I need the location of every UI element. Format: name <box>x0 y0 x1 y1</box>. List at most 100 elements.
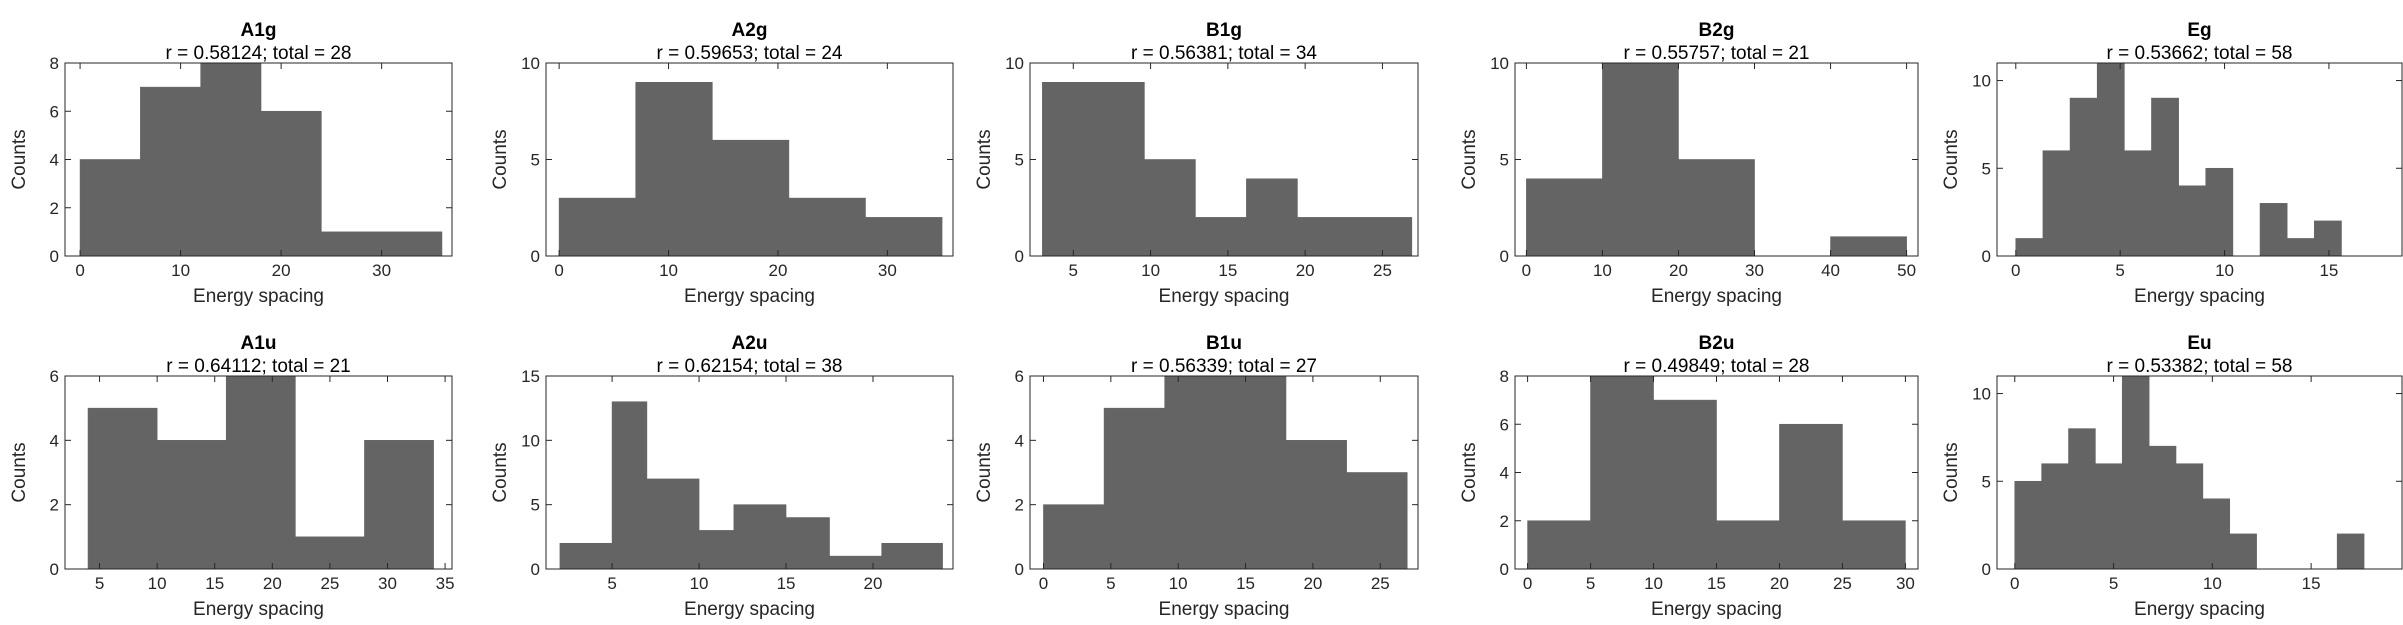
x-tick-label: 0 <box>1039 574 1048 593</box>
x-tick-label: 15 <box>2302 574 2321 593</box>
histogram-bar <box>1526 178 1603 257</box>
chart-title: A1u <box>241 333 277 354</box>
y-tick-label: 6 <box>1015 367 1024 386</box>
histogram-bar <box>2205 167 2234 257</box>
x-tick-label: 40 <box>1821 261 1840 280</box>
histogram-bar <box>2148 445 2177 570</box>
y-axis-label: Counts <box>9 129 30 189</box>
x-tick-label: 0 <box>75 261 84 280</box>
histogram-bar <box>2151 97 2179 257</box>
histogram-bar <box>1297 217 1413 257</box>
x-tick-label: 0 <box>2011 261 2020 280</box>
histogram-bar <box>1164 375 1226 570</box>
x-tick-label: 25 <box>1833 574 1852 593</box>
x-tick-label: 15 <box>1236 574 1255 593</box>
histogram-bar <box>1842 520 1906 570</box>
histogram-bar <box>1043 504 1105 570</box>
y-tick-label: 8 <box>1500 367 1509 386</box>
histogram-bar <box>79 159 141 257</box>
histogram-bar <box>1103 407 1166 570</box>
y-tick-label: 10 <box>521 431 540 450</box>
x-tick-label: 25 <box>1371 574 1390 593</box>
y-tick-label: 0 <box>1982 560 1991 579</box>
histogram-bar <box>1830 236 1907 257</box>
y-tick-label: 0 <box>1982 247 1991 266</box>
histogram-bar <box>2041 463 2069 570</box>
x-tick-label: 25 <box>1373 261 1392 280</box>
x-tick-label: 15 <box>205 574 224 593</box>
x-tick-label: 30 <box>372 261 391 280</box>
y-axis-label: Counts <box>1459 442 1480 502</box>
x-axis-label: Energy spacing <box>1651 286 1782 307</box>
y-tick-label: 2 <box>50 496 59 515</box>
chart-subtitle: r = 0.58124; total = 28 <box>166 43 352 64</box>
x-tick-label: 0 <box>2010 574 2019 593</box>
x-tick-label: 5 <box>2115 261 2124 280</box>
histogram-bar <box>1653 399 1717 570</box>
y-tick-label: 10 <box>521 54 540 73</box>
histogram-bar <box>156 440 227 570</box>
x-tick-label: 0 <box>1523 574 1532 593</box>
x-axis-label: Energy spacing <box>684 599 815 620</box>
histogram-bar <box>712 139 790 257</box>
histogram-bar <box>829 555 882 570</box>
histogram-bar <box>611 401 648 570</box>
histogram-bar <box>559 542 613 570</box>
x-tick-label: 20 <box>1303 574 1322 593</box>
chart-title: Eg <box>2187 20 2211 41</box>
histogram-bar <box>558 197 637 257</box>
histogram-bar <box>1144 159 1196 257</box>
x-tick-label: 5 <box>2109 574 2118 593</box>
y-tick-label: 5 <box>531 496 540 515</box>
y-tick-label: 0 <box>50 560 59 579</box>
y-axis-label: Counts <box>974 442 995 502</box>
x-tick-label: 30 <box>1745 261 1764 280</box>
histogram-bar <box>2314 220 2342 257</box>
histogram-bar <box>2175 463 2204 570</box>
axes-box <box>1029 375 1419 570</box>
y-tick-label: 2 <box>50 199 59 218</box>
histogram-bar <box>2336 533 2365 570</box>
chart-title: A2u <box>732 333 768 354</box>
x-tick-label: 15 <box>1218 261 1237 280</box>
histogram-bar <box>698 530 735 570</box>
x-tick-label: 15 <box>2319 261 2338 280</box>
y-tick-label: 5 <box>1982 472 1991 491</box>
histogram-bar <box>1246 178 1298 257</box>
x-tick-label: 10 <box>1141 261 1160 280</box>
x-tick-label: 10 <box>690 574 709 593</box>
y-tick-label: 4 <box>1500 464 1509 483</box>
axes-box <box>1996 62 2403 257</box>
histogram-bar <box>1346 472 1408 570</box>
histogram-bar <box>1042 82 1145 257</box>
histogram-bar <box>225 375 296 570</box>
chart-title: Eu <box>2187 333 2211 354</box>
histogram-bar <box>733 504 787 570</box>
y-tick-label: 0 <box>1500 247 1509 266</box>
x-tick-label: 5 <box>1106 574 1115 593</box>
y-tick-label: 8 <box>50 54 59 73</box>
y-tick-label: 0 <box>531 247 540 266</box>
x-tick-label: 10 <box>148 574 167 593</box>
x-tick-label: 5 <box>95 574 104 593</box>
chart-title: A1g <box>241 20 277 41</box>
x-tick-label: 50 <box>1897 261 1916 280</box>
x-axis-label: Energy spacing <box>193 599 324 620</box>
x-tick-label: 5 <box>607 574 616 593</box>
y-tick-label: 2 <box>1015 496 1024 515</box>
x-tick-label: 20 <box>1296 261 1315 280</box>
y-tick-label: 0 <box>1500 560 1509 579</box>
y-tick-label: 0 <box>1015 560 1024 579</box>
chart-title: B1g <box>1206 20 1242 41</box>
x-tick-label: 30 <box>878 261 897 280</box>
histogram-bar <box>2121 375 2150 570</box>
x-tick-label: 25 <box>320 574 339 593</box>
histogram-bar <box>1527 520 1591 570</box>
